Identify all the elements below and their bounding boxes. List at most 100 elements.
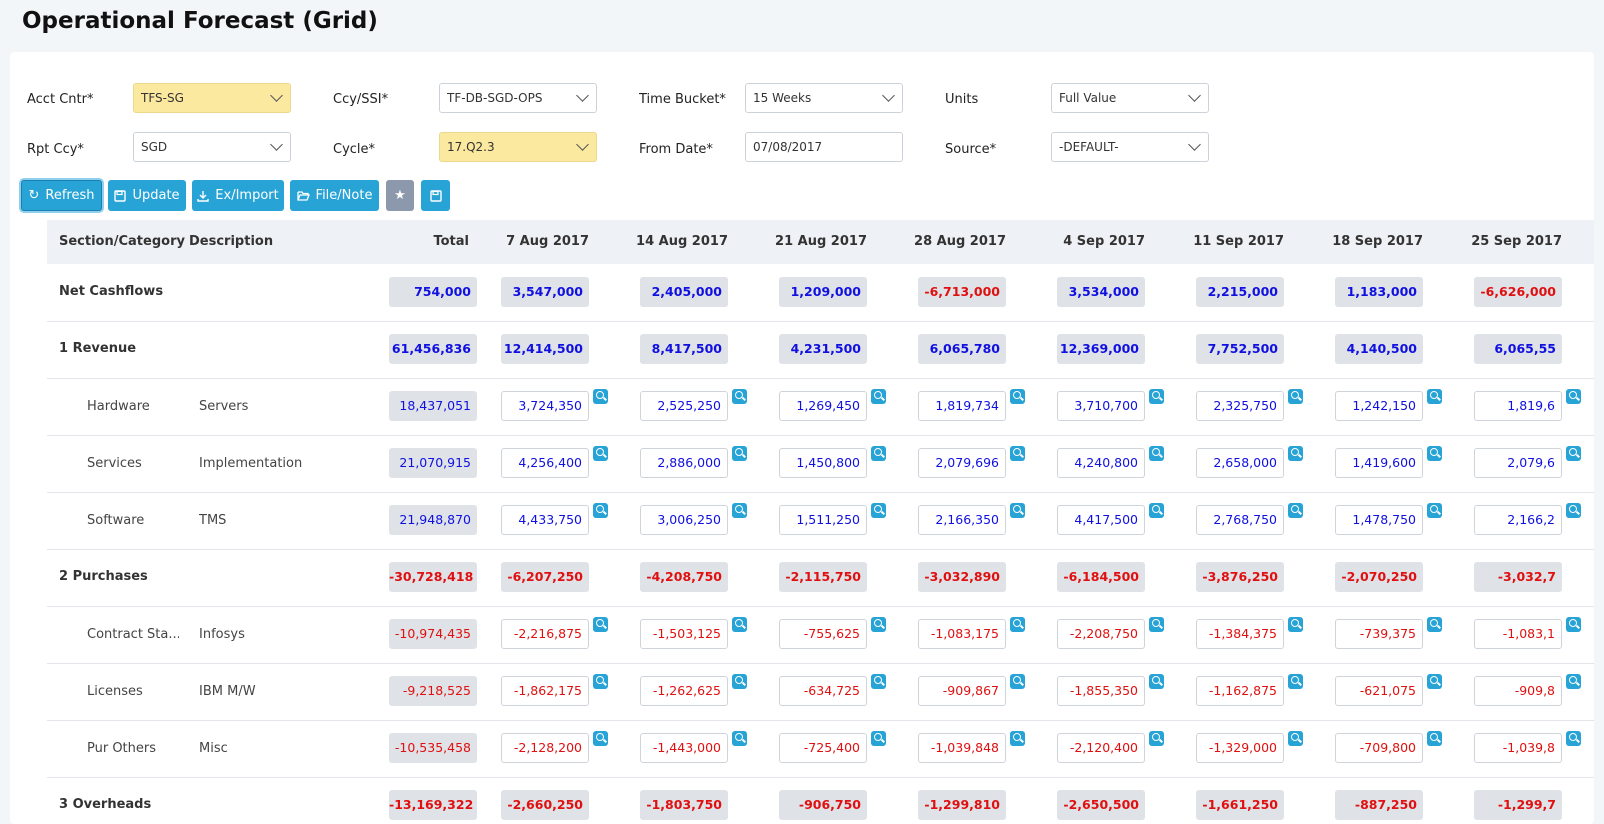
value-input[interactable]: 3,006,250 xyxy=(640,505,728,535)
value-input[interactable]: -755,625 xyxy=(779,619,867,649)
zoom-in-icon[interactable] xyxy=(1288,731,1303,746)
zoom-in-icon[interactable] xyxy=(1149,674,1164,689)
value-input[interactable]: 2,325,750 xyxy=(1196,391,1284,421)
zoom-in-icon[interactable] xyxy=(1149,617,1164,632)
refresh-button[interactable]: ↻ Refresh xyxy=(21,180,102,211)
value-input[interactable]: -1,855,350 xyxy=(1057,676,1145,706)
value-input[interactable]: 2,166,2 xyxy=(1474,505,1562,535)
favorite-button[interactable]: ★ xyxy=(386,180,414,211)
zoom-in-icon[interactable] xyxy=(1010,674,1025,689)
value-input[interactable]: 1,511,250 xyxy=(779,505,867,535)
filenote-button[interactable]: File/Note xyxy=(290,180,379,211)
value-input[interactable]: -1,262,625 xyxy=(640,676,728,706)
zoom-in-icon[interactable] xyxy=(871,503,886,518)
value-input[interactable]: 1,819,734 xyxy=(918,391,1006,421)
zoom-in-icon[interactable] xyxy=(1010,731,1025,746)
zoom-in-icon[interactable] xyxy=(1427,503,1442,518)
value-input[interactable]: -739,375 xyxy=(1335,619,1423,649)
zoom-in-icon[interactable] xyxy=(732,731,747,746)
value-input[interactable]: 4,417,500 xyxy=(1057,505,1145,535)
value-input[interactable]: -725,400 xyxy=(779,733,867,763)
zoom-in-icon[interactable] xyxy=(1288,617,1303,632)
zoom-in-icon[interactable] xyxy=(1566,389,1581,404)
update-button[interactable]: Update xyxy=(108,180,186,211)
zoom-in-icon[interactable] xyxy=(732,617,747,632)
zoom-in-icon[interactable] xyxy=(1149,389,1164,404)
value-input[interactable]: -2,128,200 xyxy=(501,733,589,763)
zoom-in-icon[interactable] xyxy=(593,731,608,746)
value-input[interactable]: 2,079,696 xyxy=(918,448,1006,478)
value-input[interactable]: 1,450,800 xyxy=(779,448,867,478)
value-input[interactable]: 1,269,450 xyxy=(779,391,867,421)
zoom-in-icon[interactable] xyxy=(1149,503,1164,518)
zoom-in-icon[interactable] xyxy=(1427,617,1442,632)
ccy-ssi-select[interactable]: TF-DB-SGD-OPS xyxy=(439,83,597,113)
zoom-in-icon[interactable] xyxy=(593,674,608,689)
zoom-in-icon[interactable] xyxy=(1288,389,1303,404)
value-input[interactable]: 1,478,750 xyxy=(1335,505,1423,535)
zoom-in-icon[interactable] xyxy=(593,503,608,518)
zoom-in-icon[interactable] xyxy=(732,446,747,461)
zoom-in-icon[interactable] xyxy=(593,617,608,632)
zoom-in-icon[interactable] xyxy=(1566,617,1581,632)
value-input[interactable]: -2,120,400 xyxy=(1057,733,1145,763)
zoom-in-icon[interactable] xyxy=(871,674,886,689)
value-input[interactable]: -1,083,1 xyxy=(1474,619,1562,649)
value-input[interactable]: 2,079,6 xyxy=(1474,448,1562,478)
zoom-in-icon[interactable] xyxy=(1427,389,1442,404)
value-input[interactable]: -1,862,175 xyxy=(501,676,589,706)
zoom-in-icon[interactable] xyxy=(1566,731,1581,746)
value-input[interactable]: 4,256,400 xyxy=(501,448,589,478)
value-input[interactable]: 4,433,750 xyxy=(501,505,589,535)
value-input[interactable]: -2,216,875 xyxy=(501,619,589,649)
zoom-in-icon[interactable] xyxy=(871,731,886,746)
source-select[interactable]: -DEFAULT- xyxy=(1051,132,1209,162)
cycle-select[interactable]: 17.Q2.3 xyxy=(439,132,597,162)
value-input[interactable]: 3,724,350 xyxy=(501,391,589,421)
value-input[interactable]: 2,658,000 xyxy=(1196,448,1284,478)
rpt-ccy-select[interactable]: SGD xyxy=(133,132,291,162)
time-bucket-select[interactable]: 15 Weeks xyxy=(745,83,903,113)
zoom-in-icon[interactable] xyxy=(1149,731,1164,746)
zoom-in-icon[interactable] xyxy=(1010,446,1025,461)
zoom-in-icon[interactable] xyxy=(1566,446,1581,461)
value-input[interactable]: 4,240,800 xyxy=(1057,448,1145,478)
from-date-input[interactable]: 07/08/2017 xyxy=(745,132,903,162)
value-input[interactable]: -709,800 xyxy=(1335,733,1423,763)
units-select[interactable]: Full Value xyxy=(1051,83,1209,113)
value-input[interactable]: 1,819,6 xyxy=(1474,391,1562,421)
zoom-in-icon[interactable] xyxy=(732,503,747,518)
zoom-in-icon[interactable] xyxy=(1427,674,1442,689)
value-input[interactable]: -1,162,875 xyxy=(1196,676,1284,706)
value-input[interactable]: -1,083,175 xyxy=(918,619,1006,649)
zoom-in-icon[interactable] xyxy=(871,617,886,632)
zoom-in-icon[interactable] xyxy=(1010,503,1025,518)
save-layout-button[interactable] xyxy=(421,180,450,211)
zoom-in-icon[interactable] xyxy=(593,389,608,404)
zoom-in-icon[interactable] xyxy=(1566,503,1581,518)
value-input[interactable]: -1,503,125 xyxy=(640,619,728,649)
value-input[interactable]: -909,867 xyxy=(918,676,1006,706)
eximport-button[interactable]: Ex/Import xyxy=(192,180,284,211)
zoom-in-icon[interactable] xyxy=(1149,446,1164,461)
zoom-in-icon[interactable] xyxy=(871,446,886,461)
value-input[interactable]: -1,329,000 xyxy=(1196,733,1284,763)
zoom-in-icon[interactable] xyxy=(1010,389,1025,404)
value-input[interactable]: 1,419,600 xyxy=(1335,448,1423,478)
value-input[interactable]: 1,242,150 xyxy=(1335,391,1423,421)
value-input[interactable]: -1,039,8 xyxy=(1474,733,1562,763)
zoom-in-icon[interactable] xyxy=(1288,446,1303,461)
value-input[interactable]: 2,886,000 xyxy=(640,448,728,478)
zoom-in-icon[interactable] xyxy=(732,389,747,404)
zoom-in-icon[interactable] xyxy=(1427,446,1442,461)
value-input[interactable]: 2,166,350 xyxy=(918,505,1006,535)
value-input[interactable]: 3,710,700 xyxy=(1057,391,1145,421)
value-input[interactable]: -621,075 xyxy=(1335,676,1423,706)
value-input[interactable]: -1,384,375 xyxy=(1196,619,1284,649)
value-input[interactable]: -2,208,750 xyxy=(1057,619,1145,649)
value-input[interactable]: -1,443,000 xyxy=(640,733,728,763)
zoom-in-icon[interactable] xyxy=(1288,674,1303,689)
value-input[interactable]: -1,039,848 xyxy=(918,733,1006,763)
zoom-in-icon[interactable] xyxy=(1010,617,1025,632)
value-input[interactable]: 2,525,250 xyxy=(640,391,728,421)
